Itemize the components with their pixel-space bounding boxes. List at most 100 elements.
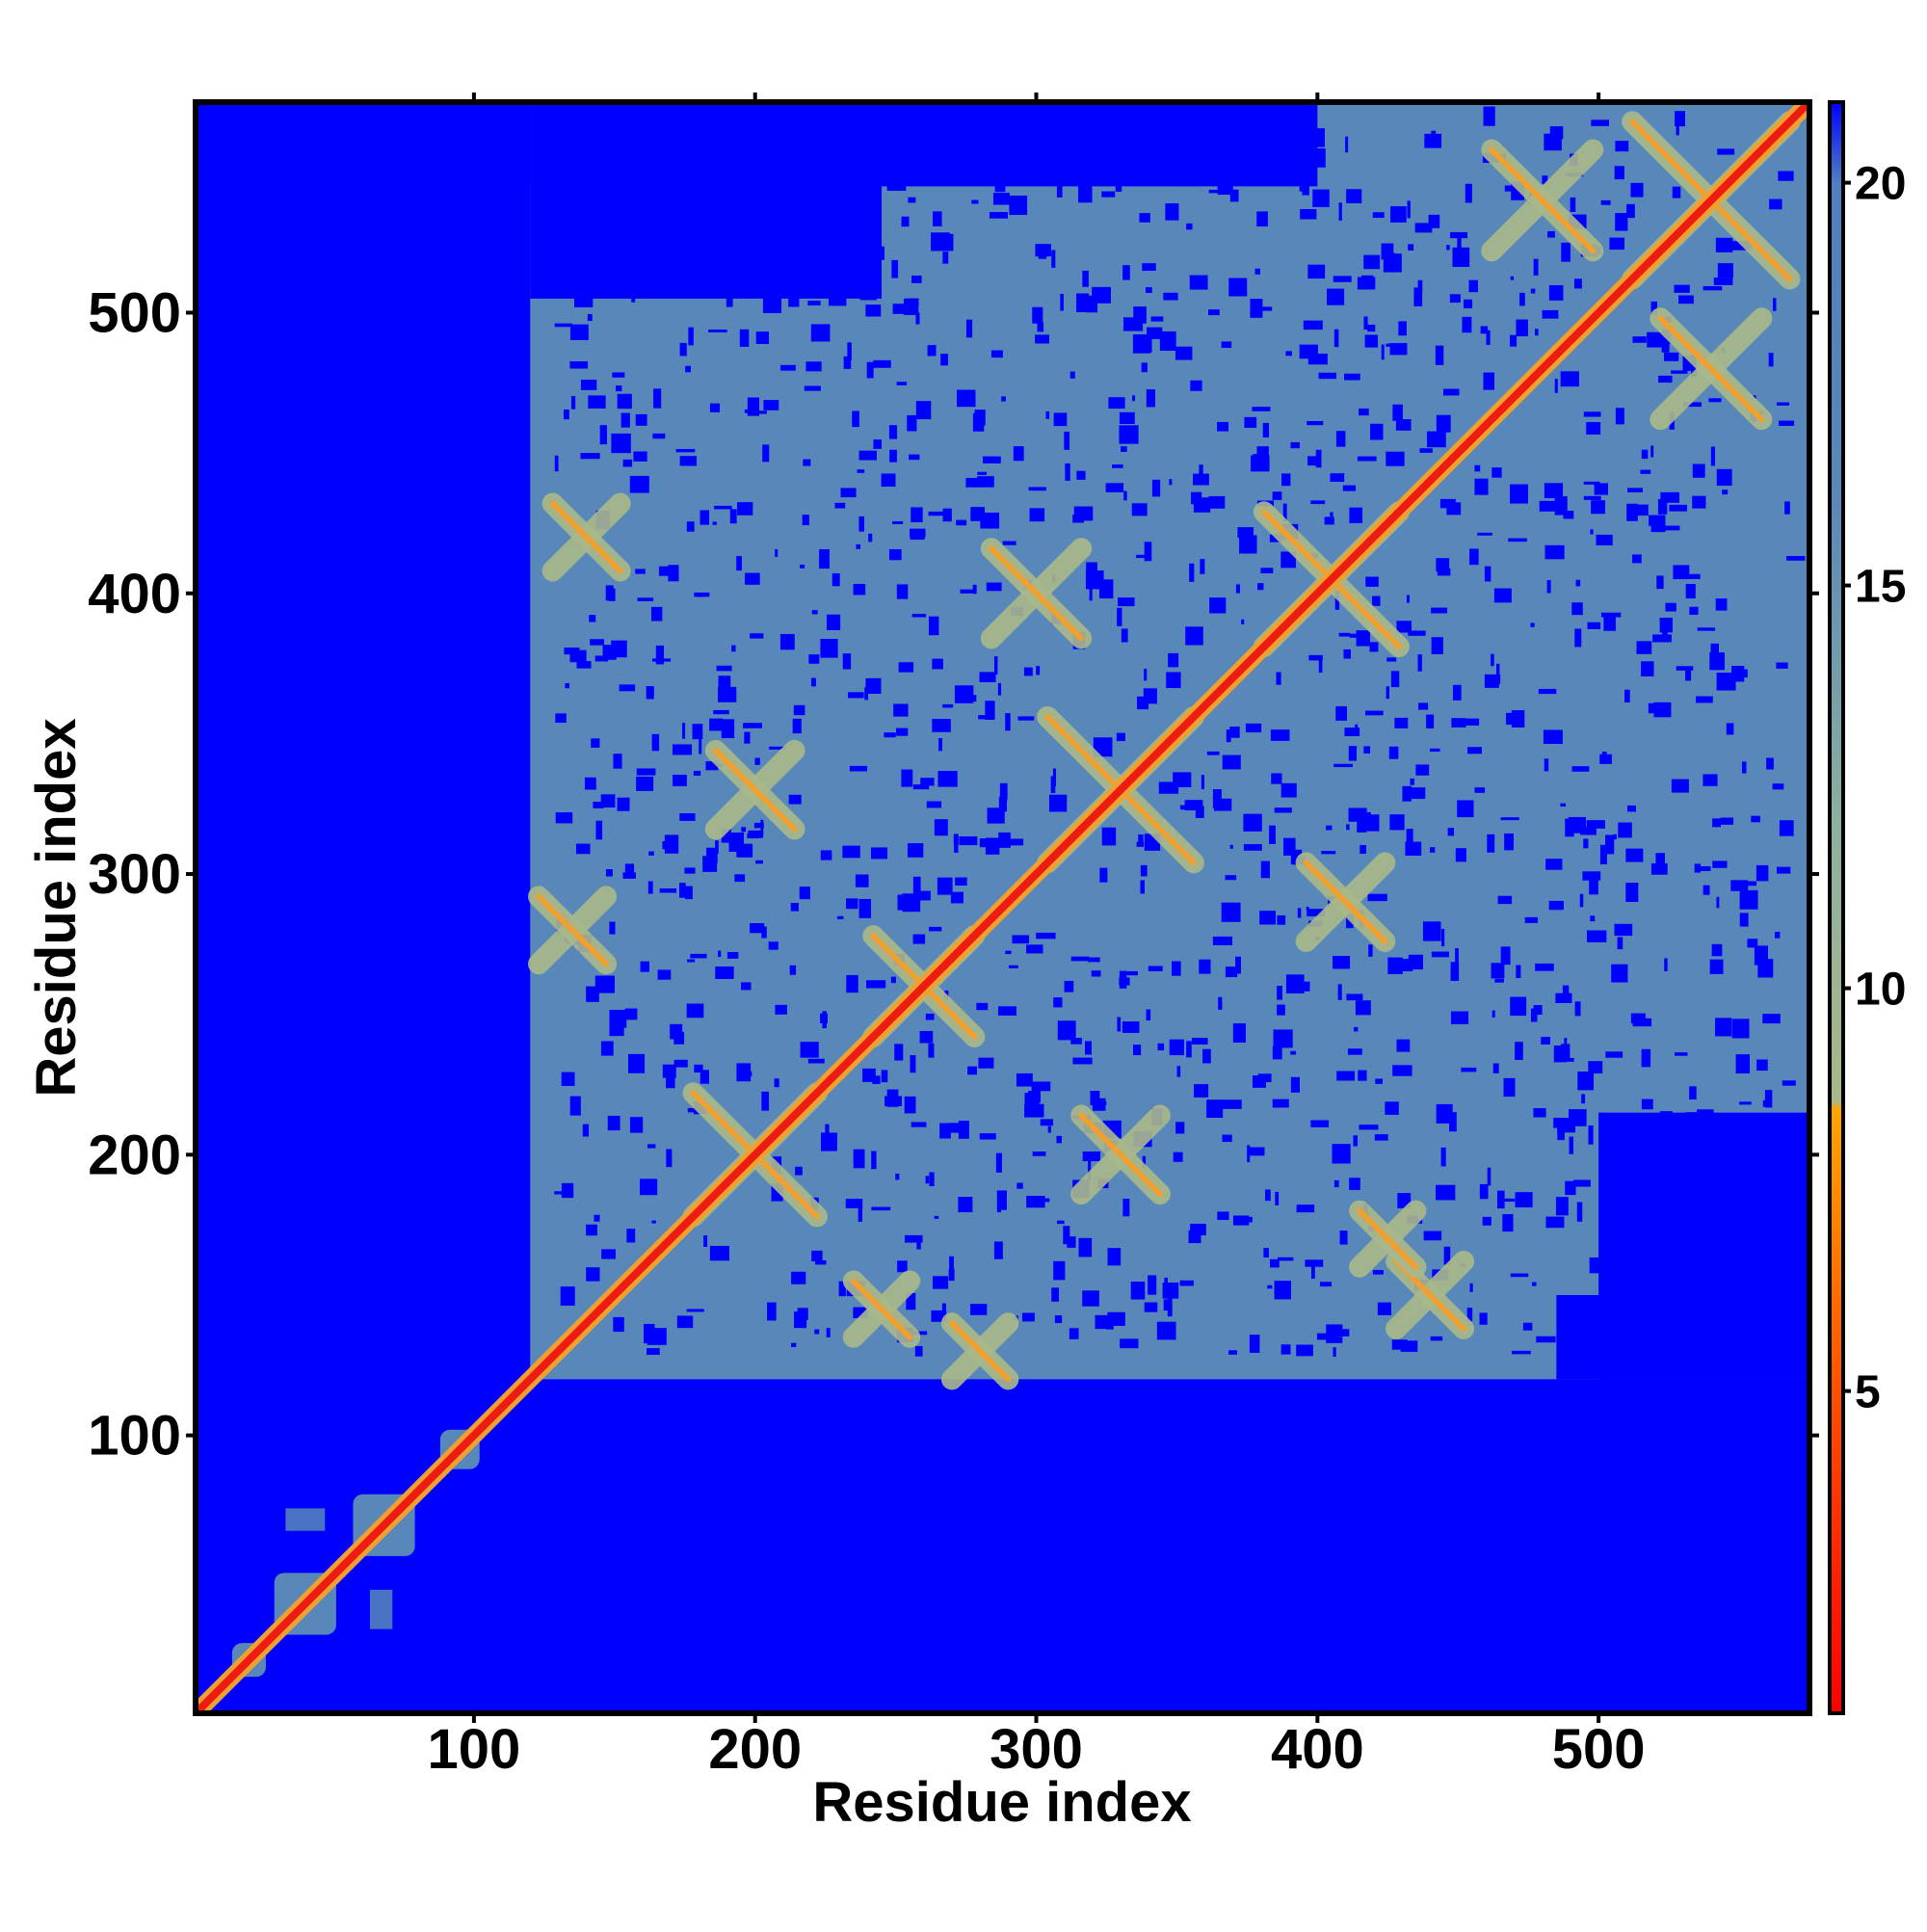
speckle-cell [1052,768,1057,786]
speckle-cell [1372,1269,1384,1275]
speckle-cell [1676,119,1679,136]
speckle-cell [909,454,920,461]
speckle-cell [1624,689,1630,702]
speckle-cell [1199,959,1211,974]
speckle-cell [965,477,981,488]
speckle-cell [1457,237,1462,250]
speckle-cell [1073,506,1094,521]
speckle-cell [635,413,647,426]
speckle-cell [1413,287,1423,306]
speckle-cell [1259,911,1276,925]
speckle-cell [1024,1103,1044,1118]
speckle-cell [890,976,896,984]
speckle-cell [1349,507,1363,523]
speckle-cell [1450,962,1460,981]
speckle-cell [1677,295,1694,304]
speckle-cell [1664,352,1679,361]
speckle-cell [1516,319,1528,336]
speckle-cell [977,476,994,488]
speckle-cell [871,1206,891,1211]
speckle-cell [842,845,860,859]
speckle-cell [1564,1038,1568,1051]
speckle-cell [1101,827,1117,846]
speckle-cell [647,1348,660,1356]
speckle-cell [1072,1057,1093,1065]
speckle-cell [1225,875,1237,881]
speckle-cell [1418,702,1429,710]
speckle-cell [1560,371,1579,387]
speckle-cell [1692,495,1706,509]
speckle-cell [1067,1236,1076,1248]
speckle-cell [613,754,622,769]
speckle-cell [893,703,909,717]
speckle-cell [686,1309,704,1312]
speckle-cell [846,898,858,910]
speckle-cell [1269,825,1276,844]
speckle-cell [954,685,974,703]
speckle-cell [703,1235,708,1248]
speckle-cell [1184,800,1203,811]
speckle-cell [1070,1038,1082,1045]
speckle-cell [1410,778,1414,785]
speckle-cell [1338,1155,1342,1159]
speckle-cell [895,1173,900,1180]
speckle-cell [600,1041,614,1056]
speckle-cell [810,677,816,687]
speckle-cell [1766,757,1774,770]
speckle-cell [1530,288,1536,294]
speckle-cell [655,645,665,665]
speckle-cell [979,1133,996,1140]
speckle-cell [820,1132,837,1151]
speckle-cell [1681,573,1701,579]
speckle-cell [1131,503,1148,516]
speckle-cell [1398,321,1407,336]
colorbar-tick-label: 5 [1855,1367,1881,1418]
speckle-cell [1391,1339,1408,1350]
speckle-cell [1510,996,1527,1017]
speckle-cell [1617,937,1623,950]
speckle-cell [927,345,937,357]
speckle-cell [609,921,616,935]
speckle-cell [1415,764,1430,776]
speckle-cell [1245,723,1262,733]
contact-core [1078,1112,1163,1198]
speckle-cell [1773,298,1777,311]
speckle-cell [1242,1216,1253,1223]
speckle-cell [1333,329,1339,348]
speckle-cell [1318,659,1323,674]
speckle-cell [1064,431,1070,450]
speckle-cell [1272,1098,1289,1108]
speckle-cell [1480,326,1489,334]
contact-cross [1481,139,1604,262]
speckle-cell [942,251,949,264]
speckle-cell [1423,1231,1442,1241]
speckle-cell [1316,1333,1337,1340]
speckle-cell [1451,718,1466,728]
speckle-cell [1390,671,1400,688]
speckle-cell [629,475,649,493]
speckle-cell [1193,497,1211,513]
speckle-cell [736,1063,752,1082]
speckle-cell [1465,183,1472,203]
speckle-cell [1137,696,1148,710]
speckle-cell [664,834,679,854]
speckle-cell [1045,410,1050,419]
speckle-cell [1650,515,1666,533]
speckle-cell [754,757,760,765]
speckle-cell [1588,1061,1603,1074]
speckle-cell [1586,820,1605,829]
speckle-cell [1424,133,1442,148]
speckle-cell [1535,963,1554,971]
speckle-cell [1346,189,1362,203]
speckle-cell [1709,959,1724,974]
speckle-cell [1452,247,1470,267]
speckle-cell [1442,388,1460,396]
speckle-cell [881,1070,888,1083]
y-tick-label: 200 [88,1124,181,1186]
speckle-cell [1536,1336,1556,1343]
speckle-cell [1674,1052,1688,1056]
speckle-cell [928,511,944,516]
speckle-cell [1280,551,1296,569]
speckle-cell [1344,728,1360,736]
